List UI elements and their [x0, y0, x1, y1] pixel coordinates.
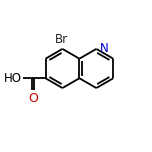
Text: O: O	[28, 92, 38, 105]
Text: N: N	[100, 42, 109, 55]
Text: HO: HO	[4, 72, 22, 85]
Text: Br: Br	[55, 33, 68, 46]
